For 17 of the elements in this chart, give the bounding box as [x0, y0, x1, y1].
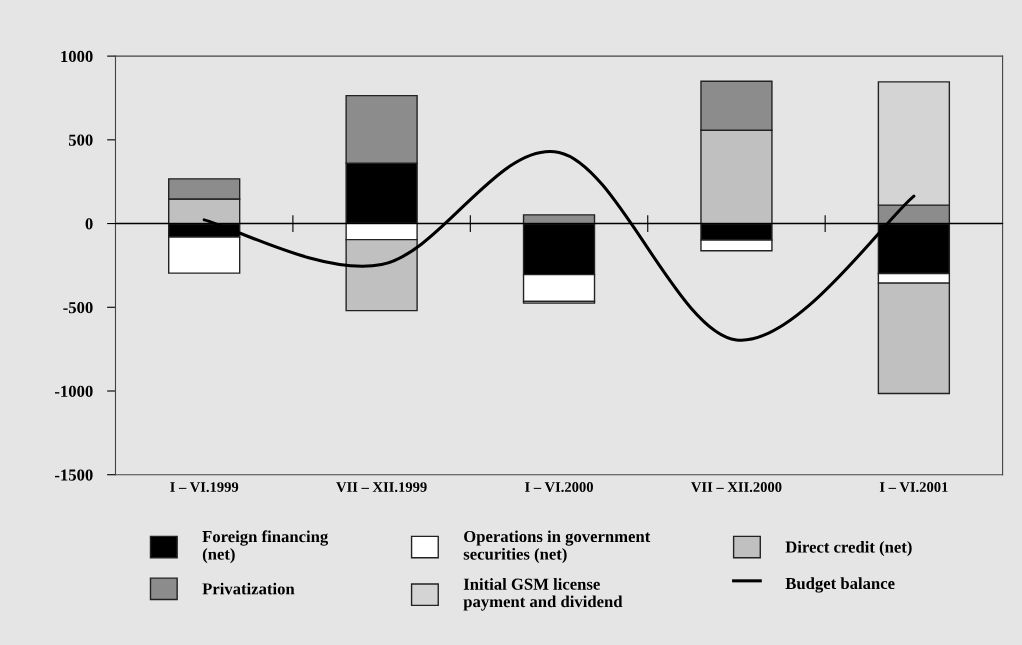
y-tick-label: -1000	[54, 385, 93, 397]
x-tick-label: I – VI.1999	[170, 482, 239, 492]
legend-label: Direct credit (net)	[785, 540, 912, 557]
legend-label: Initial GSM license payment and dividend	[463, 578, 623, 611]
x-tick-label: VII – XII.2000	[691, 482, 782, 492]
y-tick-label: 500	[68, 134, 93, 146]
y-tick-label: 0	[85, 218, 93, 230]
x-tick-label: I – VI.2000	[525, 482, 593, 492]
legend-label: Budget balance	[785, 577, 895, 593]
legend-label: Foreign financing (net)	[202, 530, 329, 564]
legend-label: Privatization	[202, 582, 295, 595]
x-tick-label: VII – XII.1999	[336, 482, 427, 492]
legend-label: Operations in government securities (net)	[463, 530, 651, 564]
y-tick-label: -1500	[54, 469, 93, 481]
y-tick-label: -500	[63, 301, 93, 314]
y-tick-label: 1000	[61, 50, 93, 63]
x-tick-label: I – VI.2001	[879, 482, 948, 492]
